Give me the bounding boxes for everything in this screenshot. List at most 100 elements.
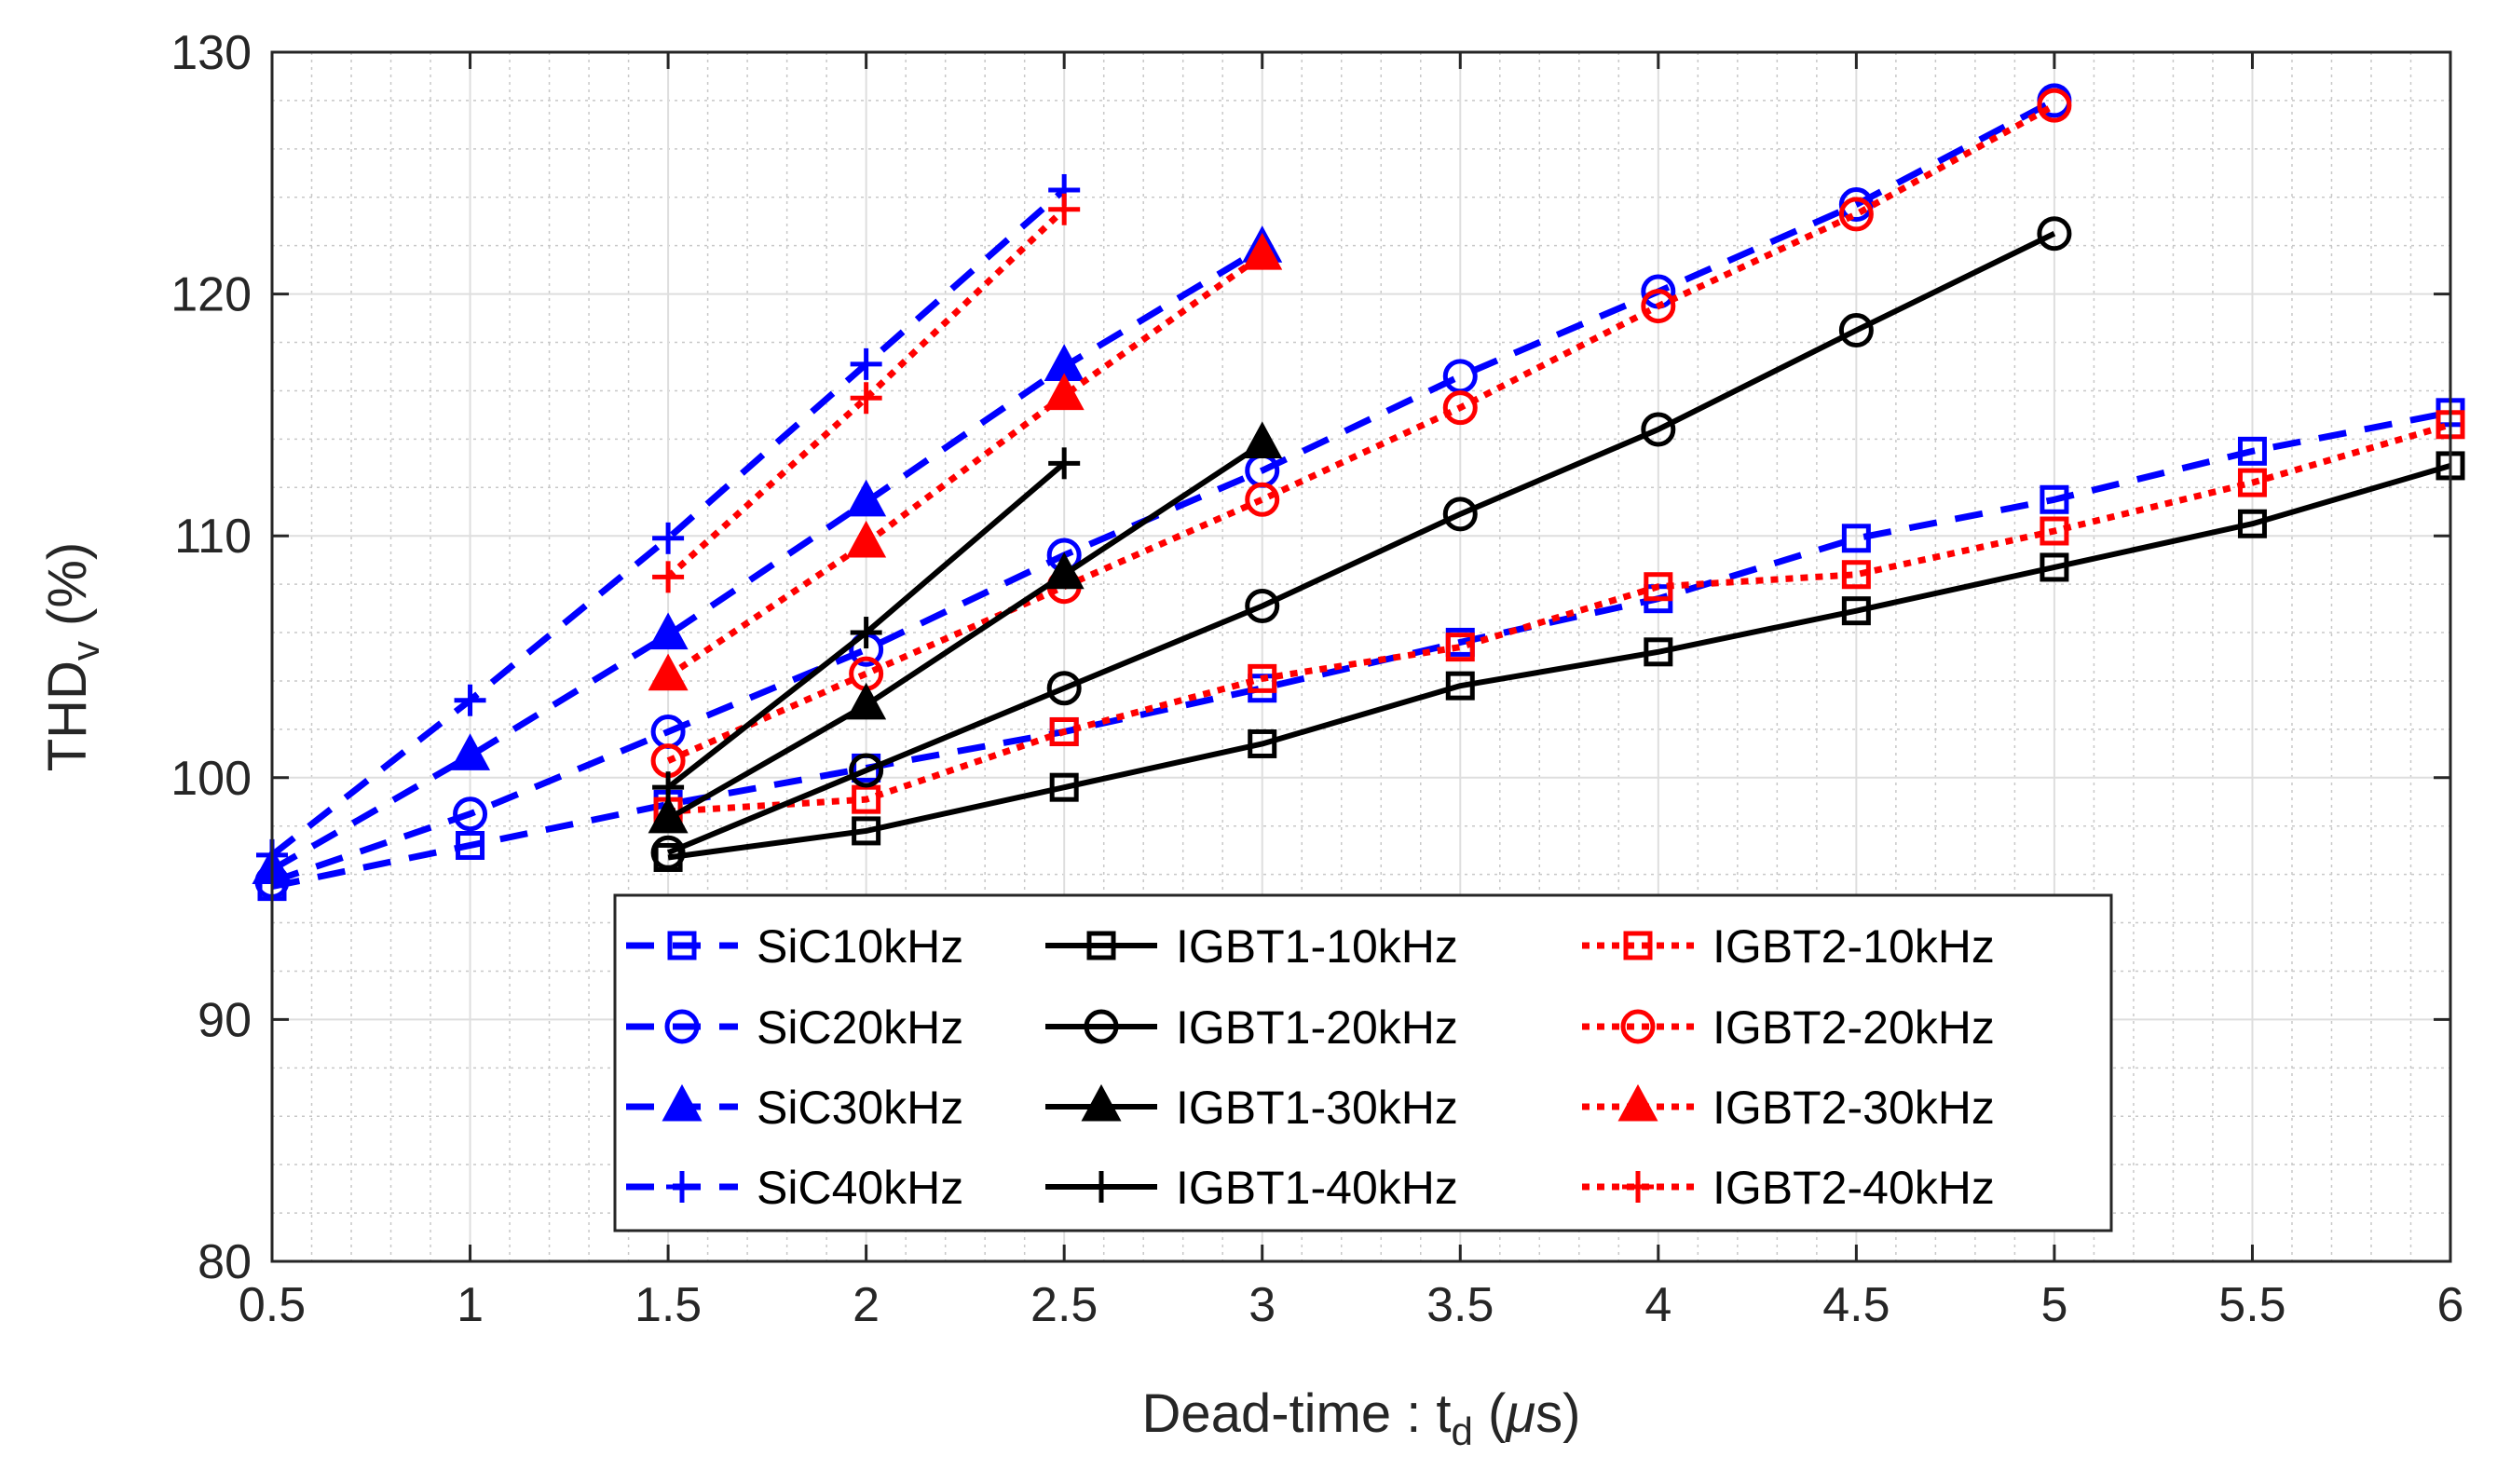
data-point-igbt1-10khz: [852, 816, 881, 846]
x-tick-label: 6: [2437, 1278, 2464, 1332]
data-point-igbt2-10khz: [2237, 468, 2267, 497]
x-axis-label-unit-close: s): [1535, 1383, 1580, 1444]
x-tick-label: 4: [1644, 1278, 1671, 1332]
y-axis-label-main: THD: [37, 660, 98, 771]
series-line-sic40khz: [269, 187, 1067, 858]
legend-label: SiC20kHz: [757, 1001, 963, 1054]
data-point-igbt2-20khz: [1641, 289, 1676, 324]
y-tick-label: 100: [171, 752, 252, 806]
legend-swatch-marker: [1622, 1171, 1654, 1203]
x-tick-label: 3.5: [1426, 1278, 1494, 1332]
legend-item-igbt2-40khz: IGBT2-40kHz: [1582, 1162, 1995, 1214]
series-line-igbt1-20khz: [666, 231, 2056, 856]
x-tick-label: 4.5: [1822, 1278, 1890, 1332]
data-point-sic30khz: [846, 479, 887, 517]
data-point-igbt2-30khz: [846, 520, 887, 558]
y-axis-label-unit: (%): [37, 542, 98, 641]
data-point-igbt1-10khz: [1841, 596, 1871, 626]
legend-label: IGBT1-40kHz: [1176, 1162, 1458, 1214]
legend-label: IGBT1-10kHz: [1176, 920, 1458, 973]
data-point-igbt2-20khz: [2037, 88, 2072, 123]
x-axis-label-subscript: d: [1452, 1409, 1473, 1453]
data-point-sic20khz: [453, 796, 488, 832]
legend-item-sic40khz: SiC40kHz: [626, 1162, 963, 1214]
data-point-igbt1-30khz: [846, 682, 887, 720]
y-tick-label: 80: [198, 1235, 252, 1289]
x-tick-label: 1.5: [634, 1278, 702, 1332]
data-point-igbt1-20khz: [1046, 671, 1082, 706]
data-point-igbt1-10khz: [1049, 772, 1079, 802]
legend-item-igbt1-20khz: IGBT1-20kHz: [1045, 1001, 1458, 1054]
series-line-igbt2-30khz: [666, 252, 1264, 679]
data-point-sic10khz: [456, 830, 485, 860]
data-point-igbt2-40khz: [850, 382, 882, 415]
series-igbt1-30khz: [648, 421, 1283, 834]
legend-box: [613, 893, 2113, 1232]
series-igbt1-20khz: [650, 216, 2072, 870]
data-point-igbt1-20khz: [1245, 588, 1280, 623]
data-point-igbt1-20khz: [1641, 412, 1676, 447]
legend-swatch-marker: [1085, 1171, 1117, 1203]
y-axis-label-subscript: v: [63, 641, 107, 660]
legend-swatch-marker: [666, 1171, 698, 1203]
series-igbt2-30khz: [648, 232, 1283, 691]
data-point-sic10khz: [2237, 436, 2267, 466]
data-point-sic30khz: [450, 733, 491, 770]
x-tick-label: 3: [1248, 1278, 1276, 1332]
legend-swatch-marker: [1086, 931, 1116, 960]
data-point-igbt2-10khz: [1644, 572, 1673, 602]
y-tick-label: 90: [198, 993, 252, 1047]
legend-label: SiC40kHz: [757, 1162, 963, 1214]
x-axis: 0.5 1 1.5 2 2.5 3 3.5 4 4.5 5 5.5 6: [239, 52, 2464, 1332]
data-point-igbt1-20khz: [650, 835, 686, 870]
legend-item-sic10khz: SiC10kHz: [626, 920, 963, 973]
legend-label: SiC30kHz: [757, 1082, 963, 1134]
legend-label: IGBT2-20kHz: [1712, 1001, 1995, 1054]
legend-item-igbt1-10khz: IGBT1-10kHz: [1045, 920, 1458, 973]
legend-item-igbt1-30khz: IGBT1-30kHz: [1045, 1082, 1458, 1134]
x-tick-label: 2: [853, 1278, 880, 1332]
legend-item-igbt2-30khz: IGBT2-30kHz: [1582, 1082, 1995, 1134]
data-point-igbt1-20khz: [2037, 216, 2072, 252]
data-point-igbt2-40khz: [652, 561, 685, 593]
x-tick-label: 5.5: [2218, 1278, 2286, 1332]
data-point-sic40khz: [850, 347, 882, 380]
legend-label: IGBT2-40kHz: [1712, 1162, 1995, 1214]
y-tick-label: 130: [171, 26, 252, 80]
data-point-igbt1-20khz: [849, 753, 884, 788]
data-point-sic40khz: [652, 522, 685, 554]
x-tick-label: 1: [457, 1278, 484, 1332]
y-axis-label: THDv (%): [37, 542, 107, 772]
series-line-igbt1-30khz: [666, 442, 1264, 822]
legend-swatch-marker: [1620, 1009, 1656, 1044]
legend-swatch-marker: [664, 1009, 700, 1044]
series-line-igbt1-10khz: [667, 463, 2451, 861]
data-point-sic20khz: [1838, 187, 1874, 223]
data-point-igbt2-40khz: [1048, 193, 1081, 225]
data-point-igbt1-20khz: [1442, 497, 1478, 532]
y-tick-label: 120: [171, 268, 252, 322]
data-point-igbt2-20khz: [1245, 482, 1280, 517]
legend-item-igbt2-20khz: IGBT2-20kHz: [1582, 1001, 1995, 1054]
data-point-igbt2-30khz: [1242, 232, 1283, 270]
x-tick-label: 5: [2040, 1278, 2067, 1332]
plot-frame: [270, 50, 2452, 1263]
legend-item-sic30khz: SiC30kHz: [626, 1082, 963, 1134]
data-point-igbt2-20khz: [1442, 390, 1478, 426]
legend-swatch-marker: [667, 931, 697, 960]
y-axis: 80 90 100 110 120 130: [171, 26, 2450, 1289]
data-point-igbt2-10khz: [1841, 560, 1871, 590]
data-point-igbt1-10khz: [1445, 671, 1475, 701]
legend-swatch-marker: [1617, 1083, 1658, 1122]
x-axis-label: Dead-time : td (μs): [1142, 1383, 1581, 1453]
data-point-igbt1-30khz: [1242, 421, 1283, 459]
legend-swatch-marker: [1081, 1083, 1122, 1122]
data-point-igbt2-10khz: [1049, 716, 1079, 746]
data-point-igbt2-20khz: [1838, 197, 1874, 232]
legend-item-igbt1-40khz: IGBT1-40kHz: [1045, 1162, 1458, 1214]
x-tick-label: 2.5: [1030, 1278, 1098, 1332]
data-point-igbt2-10khz: [1248, 663, 1277, 693]
series-igbt2-40khz: [652, 193, 1081, 593]
legend: SiC10kHz SiC20kHz SiC30kHz SiC40kHz IGBT1-10…: [613, 893, 2113, 1232]
